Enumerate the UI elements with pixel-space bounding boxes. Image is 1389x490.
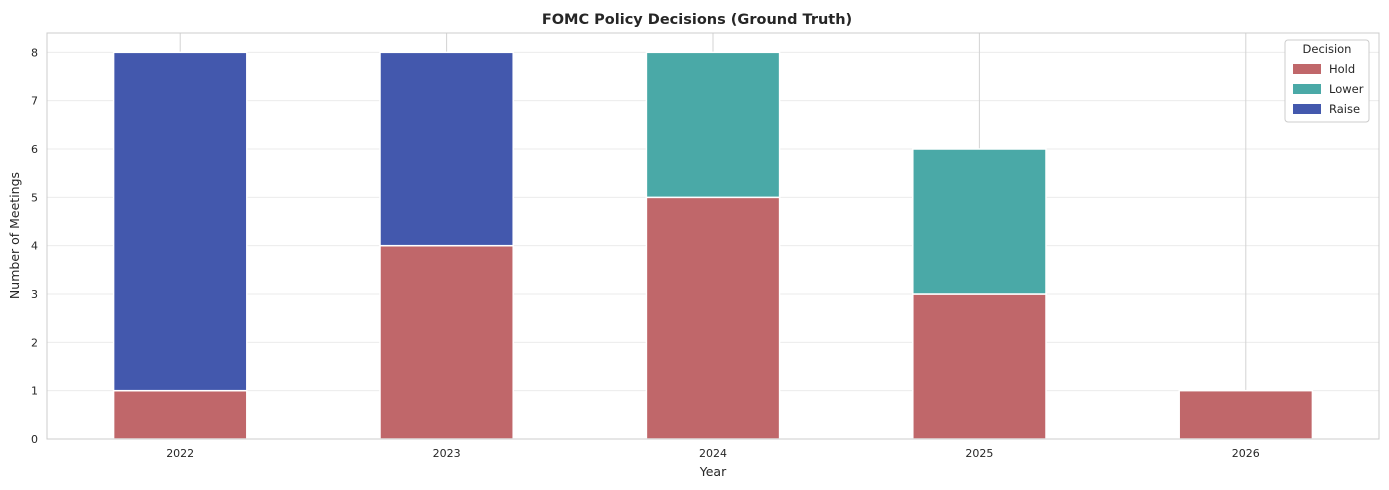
legend-label-hold: Hold — [1329, 62, 1355, 76]
y-tick-label: 1 — [31, 385, 38, 398]
y-tick-label: 3 — [31, 288, 38, 301]
plot-frame — [46, 32, 1380, 440]
legend-swatch-raise — [1293, 104, 1321, 114]
x-tick-label: 2026 — [1232, 447, 1260, 460]
bar-hold-2023 — [379, 244, 514, 440]
y-tick-label: 7 — [31, 95, 38, 108]
x-axis-label: Year — [699, 464, 727, 479]
chart-title: FOMC Policy Decisions (Ground Truth) — [542, 12, 852, 28]
x-tick-label: 2022 — [166, 447, 194, 460]
legend: Decision Hold Lower Raise — [1284, 39, 1370, 123]
plot-area: 0 1 2 3 4 5 6 7 8 2022 2023 2024 2025 2026 — [31, 32, 1380, 460]
bar-hold-2026 — [1178, 389, 1314, 440]
bar-lower-2024 — [645, 51, 781, 199]
legend-label-lower: Lower — [1329, 82, 1364, 96]
y-tick-label: 6 — [31, 143, 38, 156]
bar-hold-2025 — [912, 293, 1047, 440]
y-tick-label: 5 — [31, 191, 38, 204]
y-tick-label: 0 — [31, 433, 38, 446]
legend-swatch-hold — [1293, 64, 1321, 74]
x-tick-label: 2024 — [699, 447, 727, 460]
x-tick-label: 2023 — [433, 447, 461, 460]
bar-raise-2023 — [379, 51, 514, 247]
legend-label-raise: Raise — [1329, 102, 1360, 116]
bar-lower-2025 — [912, 148, 1047, 295]
y-tick-label: 4 — [31, 240, 38, 253]
legend-swatch-lower — [1293, 84, 1321, 94]
y-tick-label: 2 — [31, 336, 38, 349]
bar-raise-2022 — [112, 51, 248, 392]
bar-hold-2022 — [112, 389, 248, 440]
y-axis-label: Number of Meetings — [7, 172, 22, 299]
y-tick-label: 8 — [31, 46, 38, 59]
legend-box — [1284, 39, 1370, 123]
x-tick-label: 2025 — [965, 447, 993, 460]
bar-hold-2024 — [645, 196, 781, 440]
legend-title: Decision — [1303, 42, 1352, 56]
